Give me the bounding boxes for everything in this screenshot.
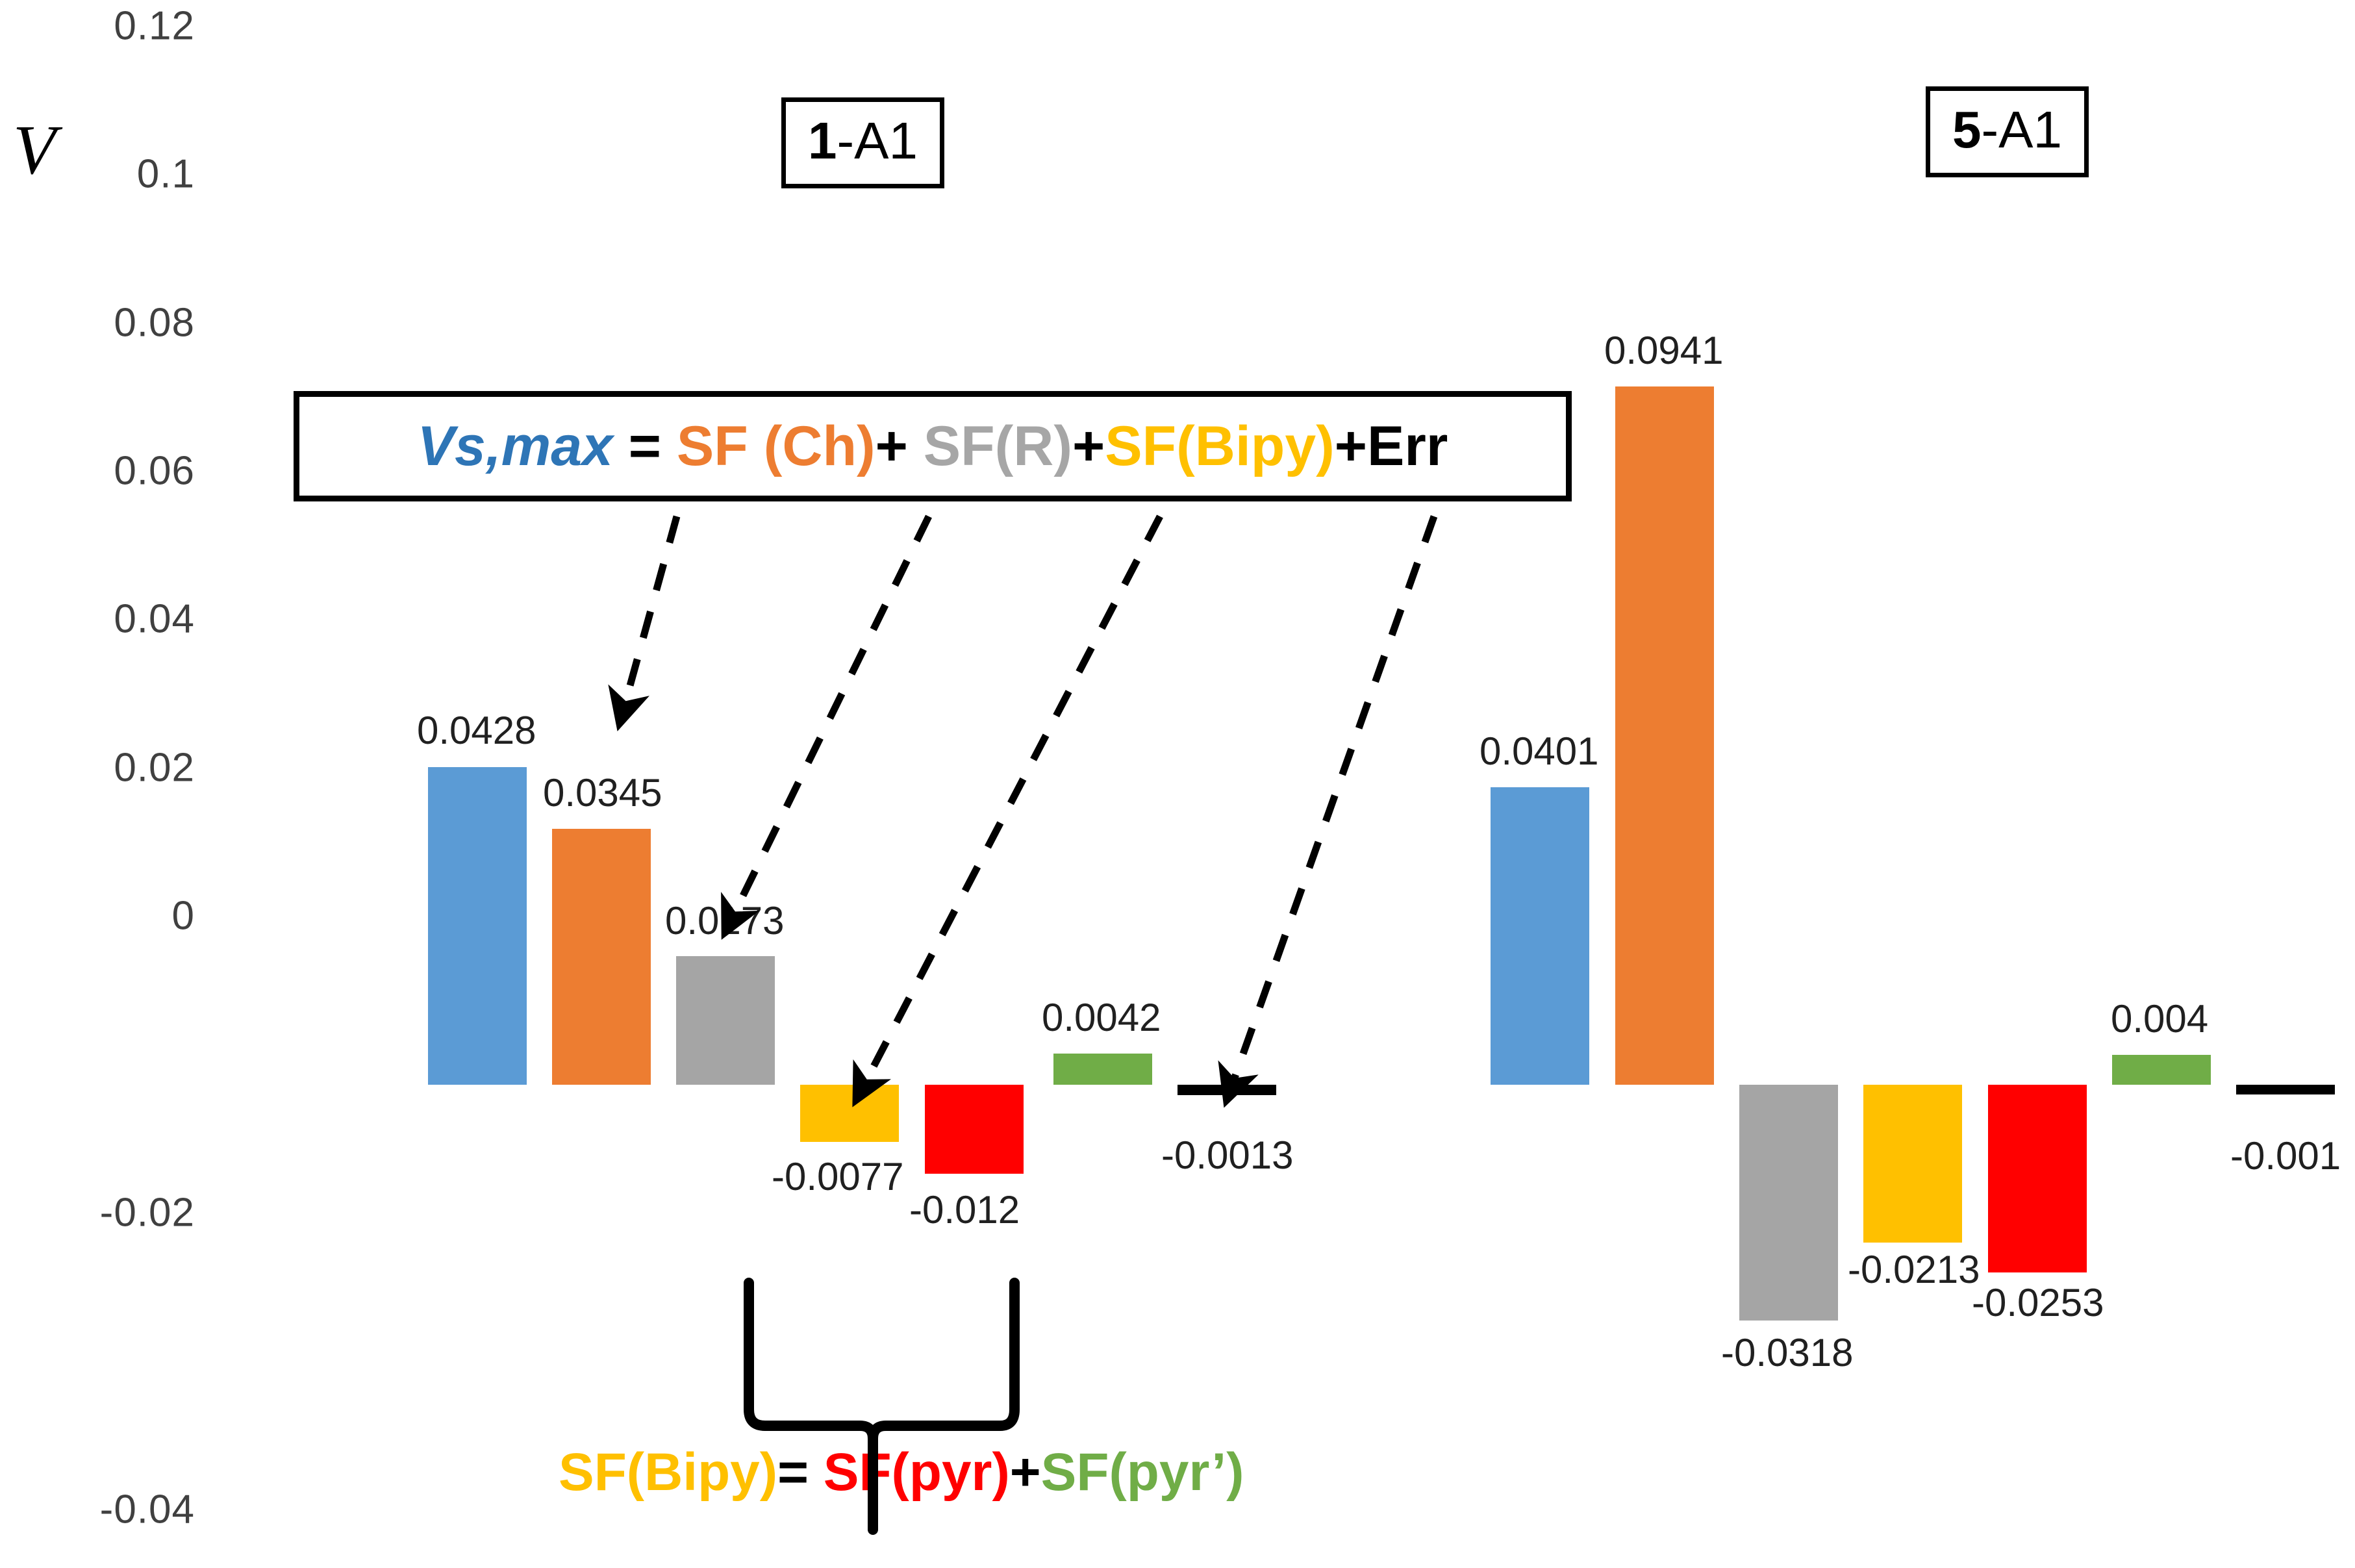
bar-g1-bipy — [800, 1085, 899, 1142]
group-2-rest: -A1 — [1981, 101, 2063, 158]
formula-term-r: SF(R) — [923, 415, 1073, 477]
formula-term-ch: SF (Ch) — [676, 415, 875, 477]
formula-lhs: Vs,max — [417, 415, 613, 477]
group-title-5-a1: 5-A1 — [1926, 86, 2089, 177]
formula-term-err: Err — [1367, 415, 1448, 477]
formula-term-bipy: SF(Bipy) — [1105, 415, 1335, 477]
y-axis-title: V — [13, 112, 56, 189]
bar-g1-pyr — [925, 1085, 1024, 1174]
y-tick-2: 0.08 — [114, 300, 195, 346]
formula-top-text: Vs,max = SF (Ch)+ SF(R)+SF(Bipy)+Err — [418, 418, 1448, 474]
bar-label-g1-pyr: -0.012 — [909, 1188, 1020, 1232]
formula-bottom-pyr: SF(pyr) — [823, 1443, 1010, 1502]
bar-label-g1-pyrprime: 0.0042 — [1042, 996, 1161, 1039]
bar-label-g2-vsmax: 0.0401 — [1480, 729, 1599, 773]
group-2-bold: 5 — [1952, 101, 1982, 158]
y-tick-0: 0.12 — [114, 3, 195, 49]
bar-label-g2-bipy: -0.0213 — [1848, 1248, 1980, 1291]
bar-label-g1-bipy: -0.0077 — [772, 1155, 904, 1198]
bar-g2-pyr — [1988, 1085, 2087, 1272]
bar-label-g2-ch: 0.0941 — [1604, 329, 1724, 372]
y-tick-8: -0.04 — [99, 1487, 195, 1532]
formula-bottom: SF(Bipy)= SF(pyr)+SF(pyr’) — [559, 1442, 1244, 1503]
bar-label-g2-pyrprime: 0.004 — [2111, 997, 2209, 1041]
y-axis-ticks: 0.12 0.1 0.08 0.06 0.04 0.02 0 -0.02 -0.… — [0, 0, 195, 1568]
formula-box-top: Vs,max = SF (Ch)+ SF(R)+SF(Bipy)+Err — [294, 391, 1572, 501]
formula-bottom-plus: + — [1009, 1443, 1041, 1502]
group-1-bold: 1 — [808, 112, 837, 170]
bar-label-g1-err: -0.0013 — [1161, 1133, 1294, 1177]
formula-eq: = — [612, 415, 677, 477]
formula-bottom-pyrprime: SF(pyr’) — [1040, 1443, 1244, 1502]
formula-bottom-eq: = — [777, 1443, 824, 1502]
bar-label-g1-r: 0.0173 — [665, 899, 785, 942]
y-tick-3: 0.06 — [114, 448, 195, 494]
y-tick-1: 0.1 — [136, 151, 195, 197]
bar-g2-ch — [1615, 386, 1714, 1085]
formula-plus-2: + — [1072, 415, 1105, 477]
formula-bottom-bipy: SF(Bipy) — [559, 1443, 778, 1502]
bar-g2-pyrprime — [2112, 1055, 2211, 1085]
bar-label-g2-pyr: -0.0253 — [1972, 1281, 2104, 1324]
bar-g1-vsmax — [428, 767, 527, 1085]
bar-label-g1-ch: 0.0345 — [543, 771, 662, 815]
bar-g1-r — [676, 956, 775, 1085]
group-1-rest: -A1 — [837, 112, 918, 170]
formula-plus-1: + — [875, 415, 924, 477]
bar-label-g1-vsmax: 0.0428 — [417, 709, 536, 752]
formula-plus-3: + — [1334, 415, 1368, 477]
bar-g2-r — [1739, 1085, 1838, 1321]
bar-g2-vsmax — [1491, 787, 1589, 1085]
group-title-1-a1: 1-A1 — [781, 97, 944, 188]
bar-label-g2-err: -0.001 — [2230, 1134, 2341, 1178]
y-tick-6: 0 — [171, 893, 195, 939]
arrow-to-r-icon — [721, 514, 932, 940]
bar-g1-err — [1178, 1085, 1276, 1095]
bar-label-g2-r: -0.0318 — [1721, 1331, 1854, 1374]
arrow-to-err-icon — [1218, 515, 1438, 1108]
y-tick-5: 0.02 — [114, 745, 195, 790]
arrow-to-ch-icon — [608, 515, 681, 731]
y-tick-7: -0.02 — [99, 1190, 195, 1235]
bar-g1-pyrprime — [1053, 1054, 1152, 1085]
bar-g2-bipy — [1863, 1085, 1962, 1243]
bar-g2-err — [2236, 1085, 2335, 1094]
y-tick-4: 0.04 — [114, 596, 195, 642]
bar-g1-ch — [552, 829, 651, 1085]
